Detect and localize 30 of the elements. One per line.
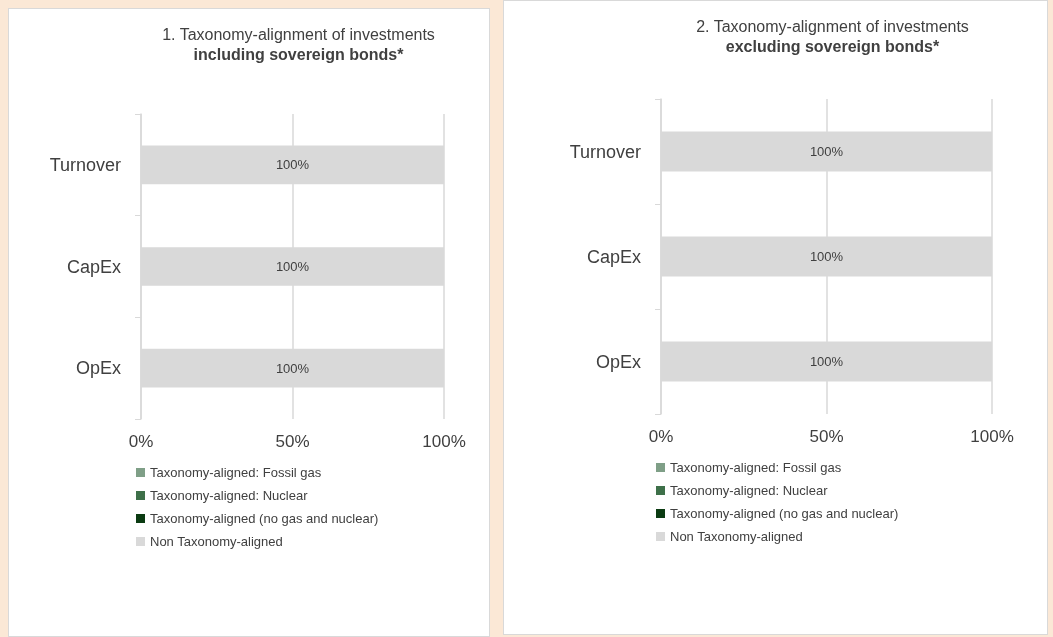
legend-label: Taxonomy-aligned (no gas and nuclear) bbox=[150, 511, 379, 526]
legend-label: Taxonomy-aligned: Fossil gas bbox=[670, 460, 842, 475]
data-label: 100% bbox=[275, 360, 310, 376]
x-tick-label: 50% bbox=[275, 432, 310, 451]
data-label: 100% bbox=[275, 259, 310, 274]
y-tick-label: CapEx bbox=[66, 256, 121, 277]
y-tick-label: OpEx bbox=[595, 351, 641, 372]
legend-label: Taxonomy-aligned (no gas and nuclear) bbox=[670, 506, 899, 521]
legend-label: Non Taxonomy-aligned bbox=[670, 529, 803, 544]
data-label: 100% bbox=[809, 354, 844, 369]
chart-subtitle: including sovereign bonds* bbox=[193, 45, 405, 63]
x-tick-label: 0% bbox=[648, 427, 674, 446]
data-label: 100% bbox=[809, 144, 844, 159]
y-tick-label: Turnover bbox=[569, 141, 641, 162]
y-tick-label: CapEx bbox=[586, 246, 641, 267]
data-label: 100% bbox=[809, 249, 844, 264]
y-tick-label: Turnover bbox=[49, 154, 121, 175]
x-tick-label: 100% bbox=[422, 432, 466, 451]
legend-label: Non Taxonomy-aligned bbox=[150, 534, 283, 549]
y-tick-label: OpEx bbox=[75, 358, 121, 379]
x-tick-label: 100% bbox=[970, 427, 1014, 446]
data-label: 100% bbox=[275, 157, 310, 173]
chart-title: 2. Taxonomy-alignment of investments bbox=[696, 17, 969, 35]
legend-label: Taxonomy-aligned: Nuclear bbox=[670, 483, 829, 498]
legend-label: Taxonomy-aligned: Fossil gas bbox=[150, 465, 322, 480]
x-tick-label: 0% bbox=[128, 432, 154, 451]
x-tick-label: 50% bbox=[809, 427, 844, 446]
chart-title: 1. Taxonomy-alignment of investments bbox=[162, 25, 435, 43]
chart-subtitle: excluding sovereign bonds* bbox=[725, 37, 940, 55]
legend-label: Taxonomy-aligned: Nuclear bbox=[150, 488, 309, 503]
